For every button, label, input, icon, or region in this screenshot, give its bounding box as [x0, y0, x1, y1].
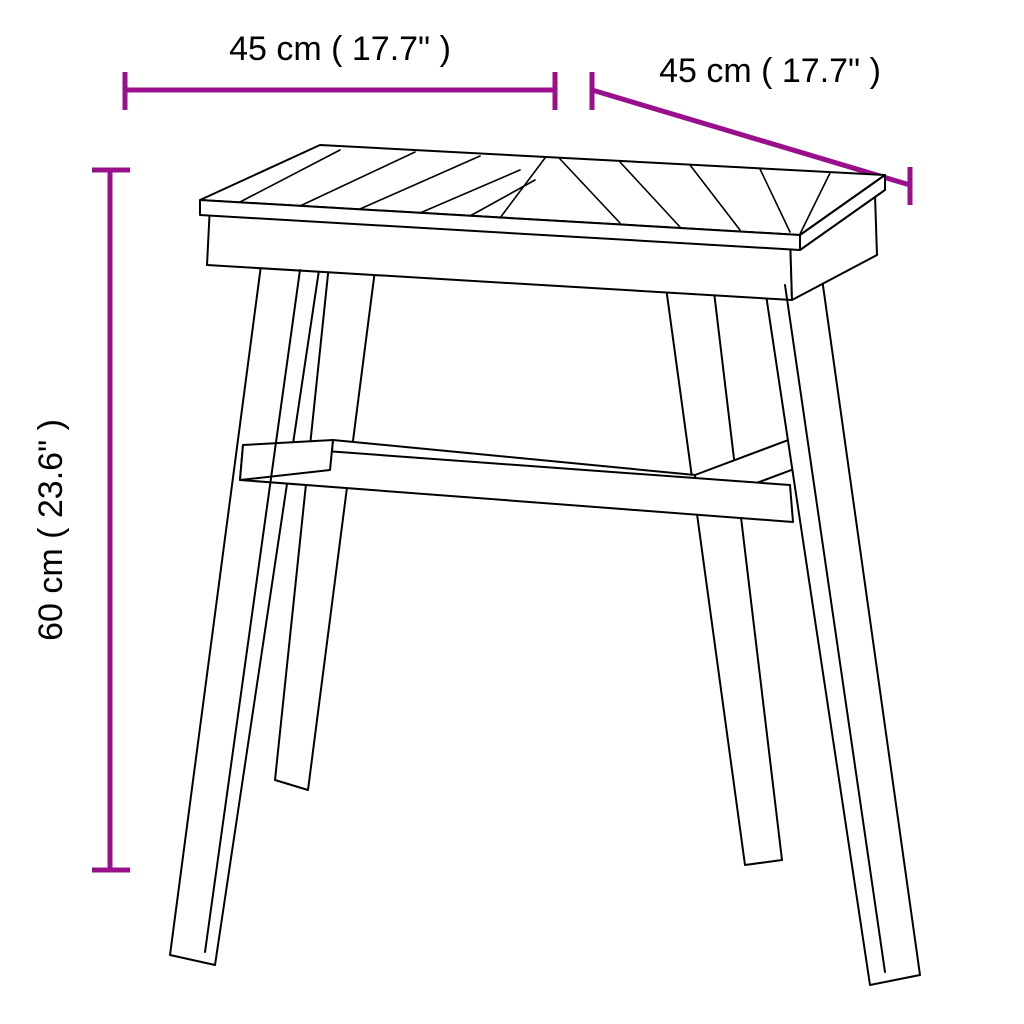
- dim-height-label: 60 cm ( 23.6" ): [32, 419, 70, 641]
- dim-height: [92, 170, 130, 870]
- dim-width: [125, 72, 555, 110]
- dimension-diagram: 45 cm ( 17.7" ) 45 cm ( 17.7" ) 60 cm ( …: [0, 0, 1024, 1024]
- dim-width-label: 45 cm ( 17.7" ): [229, 30, 451, 68]
- leg-back-right: [665, 275, 782, 865]
- leg-front-right: [760, 250, 920, 985]
- dim-depth-label: 45 cm ( 17.7" ): [659, 52, 881, 90]
- table-drawing: [170, 145, 920, 985]
